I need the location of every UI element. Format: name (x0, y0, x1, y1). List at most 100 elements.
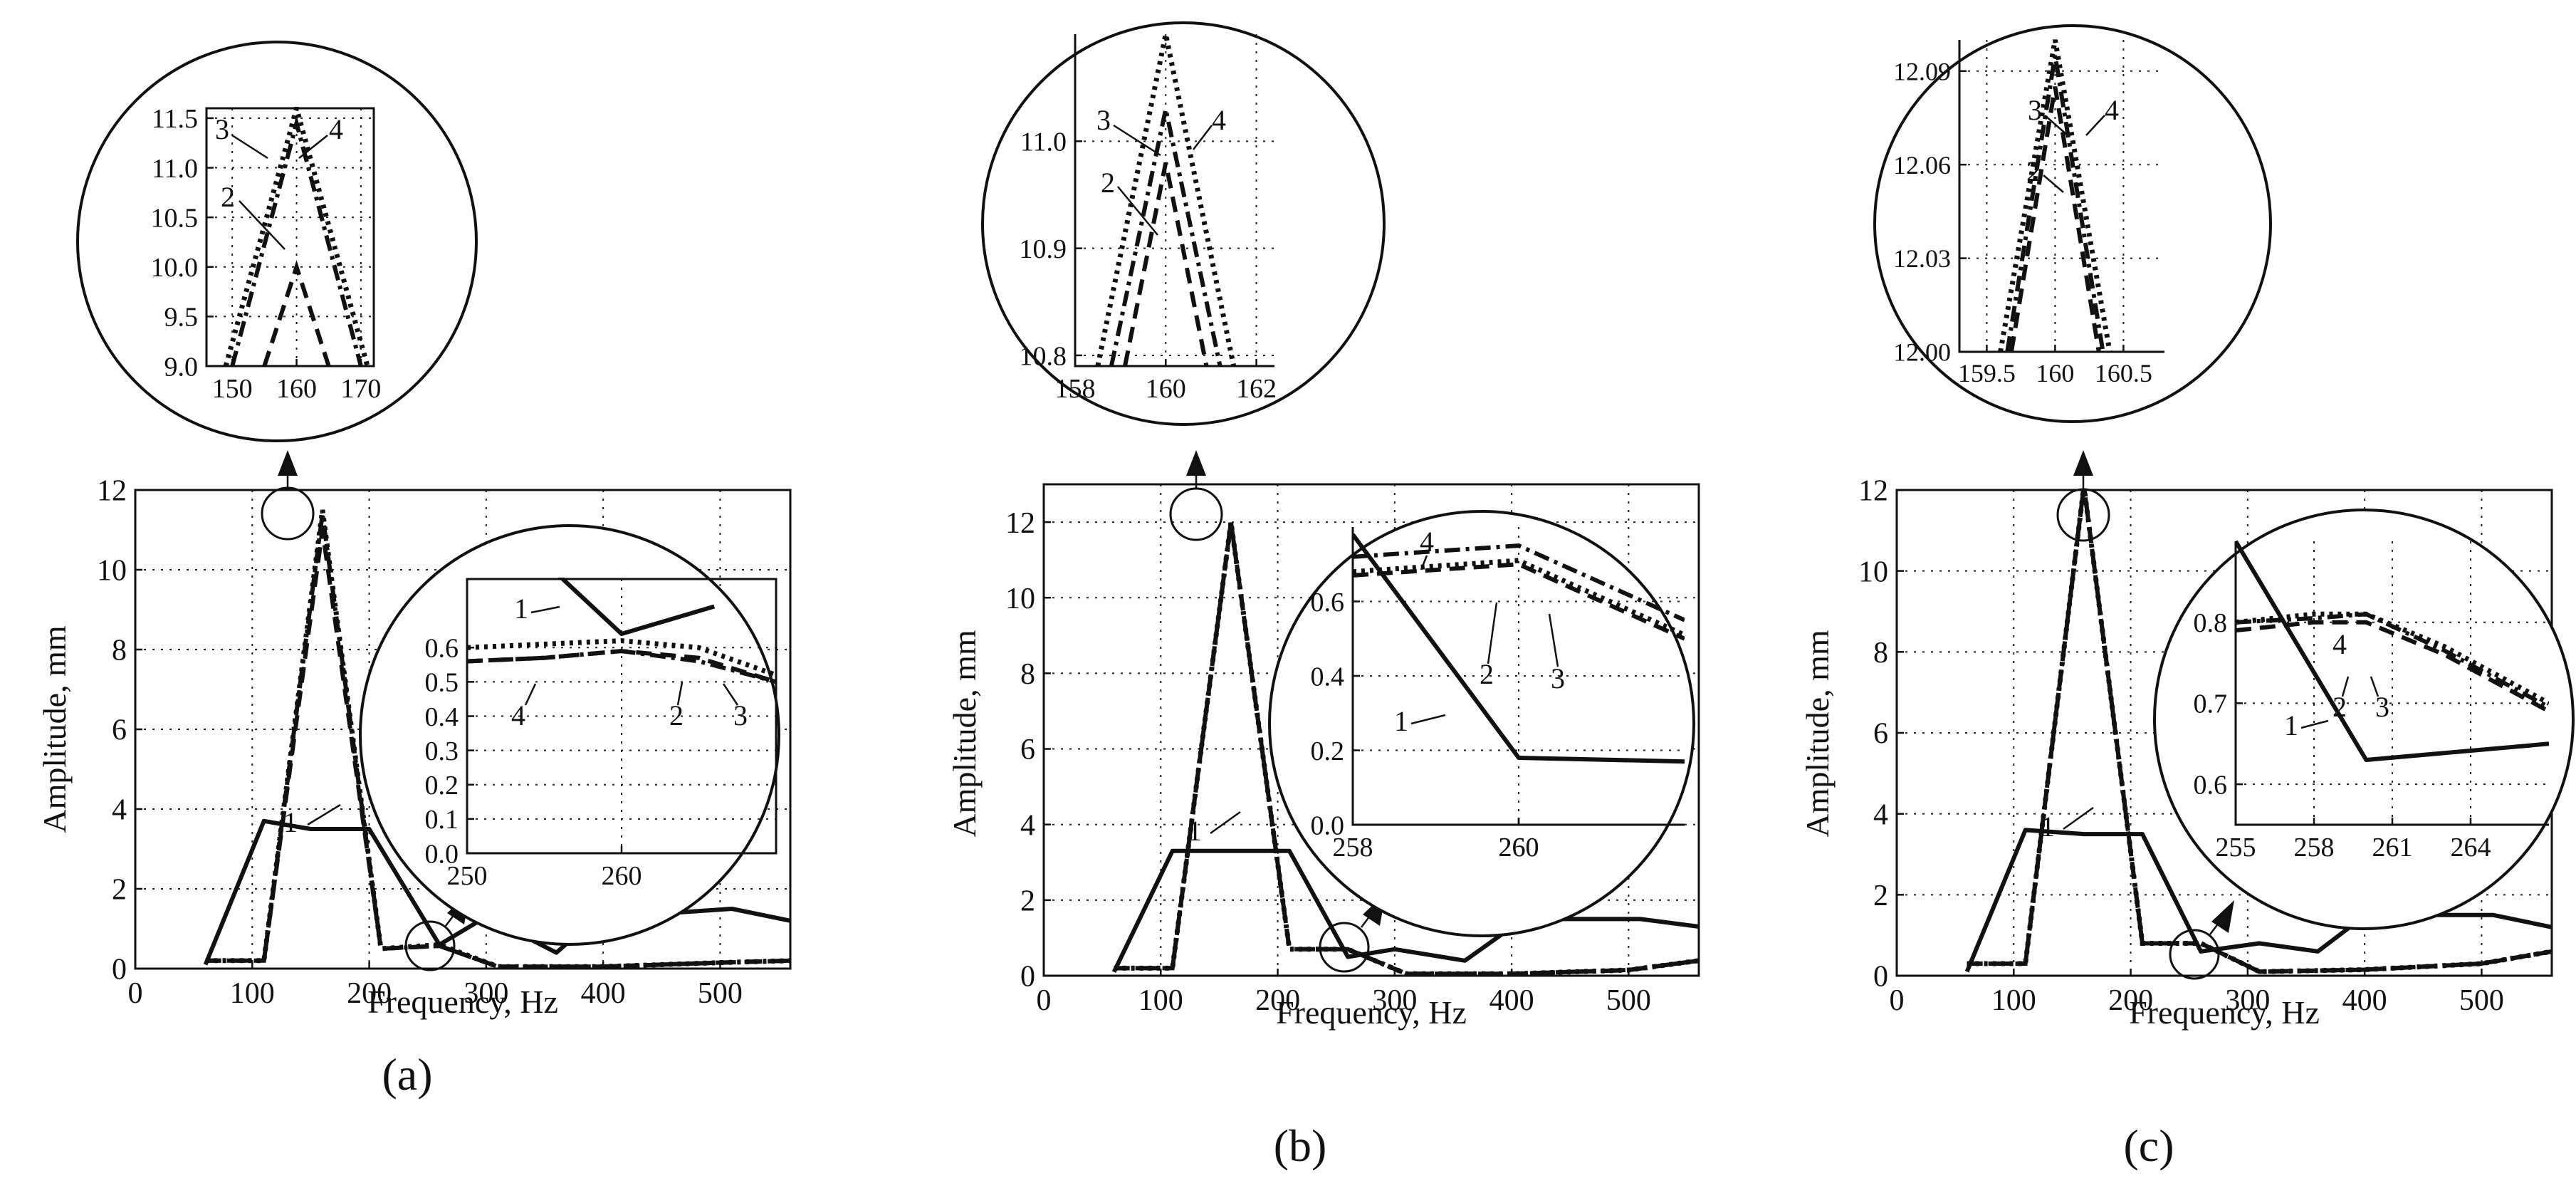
panel-a-peak-inset-x-ticks: 150 160 170 (212, 359, 381, 404)
panel-b-label: (b) (1274, 1120, 1327, 1171)
panel-c-knee-inset-annotation-4: 4 (2332, 628, 2347, 660)
panel-b-y-tick-label: 10 (1005, 583, 1035, 615)
panel-b-y-ticks: 0 2 4 6 8 10 12 (1005, 507, 1051, 994)
panel-c-knee-inset-y-ticks: 0.6 0.7 0.8 (2194, 608, 2243, 800)
panel-a-peak-inset-y-ticks: 9.0 9.5 10.0 10.5 11.0 11.5 (151, 104, 214, 382)
panel-c-knee-inset-series (2236, 540, 2549, 762)
panel-c-peak-magnifier: 159.5 160 160.5 12.00 12.03 12.06 12.09 3 4 2 (1873, 24, 2272, 423)
panel-c-knee-inset-annotation-3: 3 (2375, 691, 2389, 723)
panel-c-y-tick-label: 0 (1873, 961, 1888, 994)
panel-a-peak-pointer-arrow (278, 450, 298, 476)
panel-a-peak-inset-leader-3 (231, 134, 268, 160)
panel-b-knee-inset-y-tick-label: 0.6 (1311, 588, 1345, 617)
panel-a-knee-inset-y-tick-label: 0.1 (425, 805, 459, 835)
panel-c-peak-inset-annotation-3: 3 (2028, 94, 2042, 126)
panel-b-peak-inset-x-tick-label: 160 (1146, 374, 1186, 404)
panel-b-knee-inset-leader-4 (1420, 555, 1428, 570)
panel-a-y-tick-label: 8 (112, 635, 127, 667)
panel-a-y-axis-label: Amplitude, mm (36, 625, 73, 833)
panel-b-peak-magnifier: 158 160 162 10.8 10.9 11.0 3 4 2 (981, 21, 1386, 426)
panel-c-knee-inset-leader-3 (2370, 676, 2379, 697)
panel-c-knee-magnifier-circle (2153, 509, 2575, 930)
panel-a-peak-inset-y-tick-label: 11.0 (152, 154, 198, 184)
panel-b-y-tick-label: 2 (1020, 885, 1035, 918)
panel-c-peak-inset-y-tick-label: 12.03 (1893, 244, 1951, 273)
panel-c-knee-highlight-circle (2169, 929, 2220, 980)
panel-b-peak-inset-y-tick-label: 10.8 (1020, 341, 1067, 371)
panel-a-y-tick-label: 10 (97, 555, 127, 588)
panel-a-peak-inset-leader-4 (298, 135, 328, 159)
panel-b-knee-inset-annotation-1: 1 (1394, 705, 1408, 737)
panel-b-peak-inset-series-2-line (1123, 162, 1209, 367)
panel-b-x-tick-label: 500 (1606, 984, 1651, 1017)
panel-c-y-tick-label: 10 (1858, 556, 1888, 588)
panel-b-knee-inset-x-tick-label: 260 (1499, 833, 1539, 862)
panel-a-knee-inset-y-tick-label: 0.4 (425, 702, 459, 732)
panel-a-x-tick-label: 400 (581, 977, 626, 1010)
panel-c-y-tick-label: 6 (1873, 718, 1888, 751)
panel-c-knee-inset-x-ticks: 255 258 261 264 (2216, 818, 2491, 862)
panel-b-y-axis-label: Amplitude, mm (946, 630, 983, 838)
panel-a-knee-inset-annotation-3: 3 (733, 699, 748, 731)
panel-a-series-1-leader (307, 803, 341, 826)
panel-a-series-2-line (205, 529, 790, 969)
panel-c-peak-inset-y-tick-label: 12.00 (1893, 338, 1951, 367)
panel-a-peak-inset-annotation-4: 4 (329, 113, 343, 145)
panel-c-peak-inset-annotation-4: 4 (2105, 94, 2119, 126)
panel-c-peak-inset-x-tick-label: 160.5 (2095, 359, 2152, 387)
panel-a-y-tick-label: 12 (97, 475, 127, 508)
panel-a-peak-inset-y-tick-label: 9.0 (164, 352, 199, 382)
panel-b-series-1-line (1111, 848, 1699, 974)
panel-b-peak-inset-annotation-4: 4 (1212, 104, 1226, 136)
panel-c-knee-inset-x-tick-label: 255 (2216, 833, 2256, 862)
panel-b-peak-inset-y-tick-label: 10.9 (1020, 234, 1067, 264)
panel-c-x-ticks: 0 100 200 300 400 500 (1890, 969, 2504, 1017)
panel-c-knee-inset-x-tick-label: 258 (2294, 833, 2335, 862)
panel-c-knee-inset-leader-2 (2341, 676, 2350, 697)
panel-b-knee-highlight-circle (1319, 922, 1370, 973)
panel-b-knee-inset-y-tick-label: 0.4 (1311, 662, 1345, 692)
panel-c-knee-inset-y-tick-label: 0.7 (2194, 689, 2228, 719)
panel-a-knee-inset-series-3-line (467, 638, 776, 678)
panel-a-peak-inset-gridlines (206, 108, 374, 366)
panel-b-peak-inset-annotation-3: 3 (1096, 104, 1111, 136)
panel-b-series (1111, 521, 1699, 976)
panel-c-knee-inset-gridlines (2236, 541, 2549, 825)
panel-a-y-tick-label: 4 (112, 794, 127, 827)
panel-a-knee-highlight-circle (404, 920, 456, 971)
panel-c-knee-inset-x-tick-label: 264 (2451, 833, 2491, 862)
panel-a-x-tick-label: 300 (464, 977, 508, 1010)
panel-c-peak-magnifier-circle (1873, 24, 2272, 423)
panel-c-knee-inset-annotation-2: 2 (2332, 691, 2347, 723)
panel-b-x-ticks: 0 100 200 300 400 500 (1037, 969, 1651, 1017)
panel-b-knee-inset-x-tick-label: 260 (1499, 833, 1539, 862)
panel-b-peak-inset-leader-3 (1113, 124, 1161, 157)
panel-b-peak-inset-y-ticks: 10.8 10.9 11.0 (1020, 127, 1082, 371)
panel-c-peak-inset-series (1998, 39, 2112, 353)
panel-a-peak-inset-leader-2 (239, 200, 286, 250)
panel-a-peak-inset-y-tick-label: 10.5 (151, 203, 199, 233)
panel-a-peak-inset-series-2-line (262, 260, 331, 367)
panel-b-x-tick-label: 300 (1372, 984, 1417, 1017)
panel-c-knee-magnifier: 255 258 261 264 0.6 0.7 0.8 4 2 3 1 (2153, 509, 2575, 930)
panel-a-peak-inset-y-tick-label: 10.0 (151, 253, 199, 283)
panel-c-x-axis-label: Frequency, Hz (2129, 994, 2320, 1031)
panel-c-x-tick-label: 500 (2459, 984, 2504, 1017)
panel-a-y-tick-label: 0 (112, 954, 127, 986)
panel-b-peak-inset-x-ticks: 158 160 162 (1055, 359, 1277, 404)
panel-b-x-tick-label: 200 (1255, 984, 1300, 1017)
panel-c-series-1-line (1964, 828, 2552, 973)
panel-a-peak-inset-series-4-line (230, 115, 363, 367)
panel-a-peak-inset-annotation-3: 3 (215, 113, 229, 145)
panel-a-knee-inset-annotation-1: 1 (514, 593, 528, 625)
panel-b-x-axis-label: Frequency, Hz (1276, 994, 1467, 1031)
panel-b-peak-inset-annotation-2: 2 (1101, 167, 1115, 199)
panel-c-x-tick-label: 300 (2225, 984, 2270, 1017)
panel-b-peak-inset-series-3-line (1095, 33, 1237, 367)
